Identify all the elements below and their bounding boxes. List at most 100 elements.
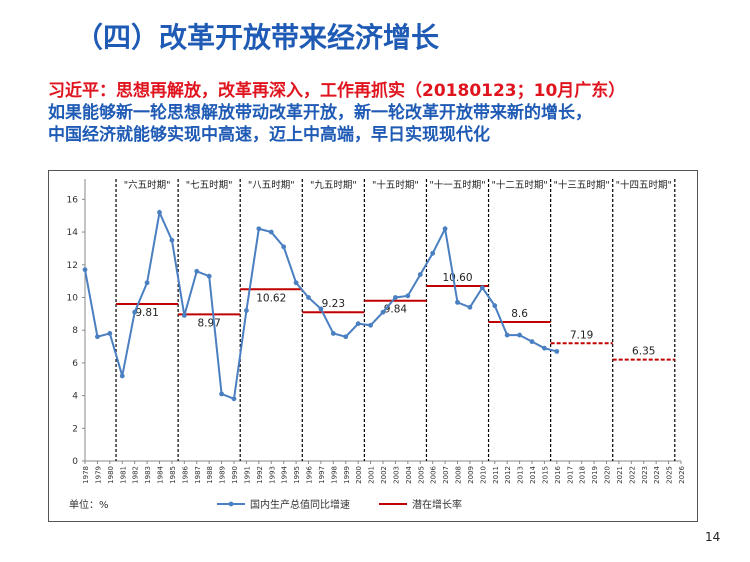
x-tick-label: 1978 (82, 466, 90, 484)
gdp-growth-point (554, 349, 560, 354)
x-tick-label: 1982 (132, 466, 140, 484)
gdp-growth-point (542, 345, 547, 351)
x-tick-label: 2019 (591, 466, 599, 484)
x-tick-label: 2013 (517, 466, 525, 484)
x-tick-label: 2024 (653, 465, 661, 483)
potential-value-label: 9.81 (135, 307, 158, 319)
legend-gdp-marker (228, 501, 234, 507)
y-tick-label: 0 (72, 457, 78, 467)
gdp-growth-point (529, 339, 535, 345)
x-tick-label: 2000 (355, 466, 363, 484)
gdp-growth-point (504, 332, 510, 338)
slide-title: （四）改革开放带来经济增长 (75, 21, 440, 54)
x-tick-label: 2022 (628, 466, 636, 484)
gdp-growth-point (306, 295, 311, 300)
gdp-growth-point (393, 295, 398, 300)
gdp-growth-point (405, 293, 411, 299)
x-tick-label: 2014 (529, 465, 537, 483)
x-tick-label: 1981 (119, 466, 127, 484)
x-tick-label: 2011 (492, 466, 500, 484)
gdp-growth-point (455, 299, 460, 305)
x-tick-label: 2008 (455, 466, 463, 484)
quote-line: 习近平：思想再解放，改革再深入，工作再抓实（20180123；10月广东） (48, 81, 626, 101)
gdp-growth-point (107, 331, 113, 336)
gdp-growth-point (368, 322, 373, 328)
period-label: "八五时期" (248, 179, 295, 191)
x-tick-label: 2006 (430, 465, 438, 483)
x-tick-label: 2016 (554, 465, 562, 483)
gdp-growth-point (517, 332, 522, 338)
gdp-growth-point (479, 285, 485, 291)
x-tick-label: 1987 (194, 466, 202, 484)
x-tick-label: 1998 (330, 466, 338, 484)
x-tick-label: 2012 (504, 466, 512, 484)
gdp-growth-point (467, 304, 473, 310)
x-tick-label: 1997 (318, 466, 326, 484)
x-tick-label: 2017 (566, 466, 574, 484)
gdp-growth-point (194, 268, 200, 274)
gdp-growth-point (169, 237, 175, 243)
gdp-growth-point (417, 272, 423, 277)
x-tick-label: 2026 (678, 465, 686, 483)
gdp-growth-point (144, 280, 150, 286)
gdp-growth-point (355, 321, 361, 327)
gdp-growth-point (219, 391, 224, 397)
x-tick-label: 1988 (206, 466, 214, 484)
potential-value-label: 10.62 (256, 292, 286, 304)
chart-frame: 0 2 4 6 8 10 12 14 16 1978 1979 1980 1981 1982 1983 198… (48, 170, 698, 522)
gdp-growth-point (268, 229, 274, 235)
y-tick-label: 4 (72, 392, 78, 402)
x-tick-label: 2018 (579, 466, 587, 484)
potential-value-label: 9.23 (322, 298, 345, 310)
x-tick-label: 1984 (157, 465, 165, 483)
period-label: "九五时期" (310, 179, 357, 191)
gdp-growth-point (244, 308, 249, 313)
gdp-growth-point (442, 226, 448, 232)
potential-value-label: 8.6 (511, 308, 528, 320)
x-tick-label: 1999 (343, 466, 351, 484)
x-tick-label: 2003 (392, 466, 400, 484)
x-tick-label: 2023 (641, 466, 649, 484)
potential-value-label: 7.19 (570, 329, 593, 341)
paragraph-line-2: 中国经济就能够实现中高速，迈上中高端，早日实现现代化 (48, 125, 490, 145)
x-tick-label: 1986 (181, 465, 189, 483)
gdp-growth-point (281, 244, 287, 250)
gdp-growth-point (82, 267, 88, 273)
legend-gdp-label: 国内生产总值同比增速 (250, 498, 350, 511)
gdp-growth-point (430, 250, 436, 256)
x-tick-label: 2005 (417, 466, 425, 484)
y-tick-label: 16 (67, 195, 79, 205)
x-tick-label: 1995 (293, 466, 301, 484)
y-tick-label: 6 (72, 359, 78, 369)
x-tick-label: 1980 (107, 466, 115, 484)
period-label: "七五时期" (186, 179, 233, 191)
x-tick-label: 1993 (268, 466, 276, 484)
x-tick-label: 1994 (281, 465, 289, 483)
x-tick-label: 1991 (243, 466, 251, 484)
x-tick-label: 2020 (604, 466, 612, 484)
gdp-growth-point (256, 226, 262, 232)
gdp-growth-point (181, 313, 187, 318)
period-label: "六五时期" (124, 179, 171, 191)
x-tick-label: 2001 (368, 466, 376, 484)
period-label: "十四五时期" (616, 179, 672, 191)
x-tick-label: 2007 (442, 466, 450, 484)
x-tick-label: 2015 (541, 466, 549, 484)
y-tick-label: 14 (67, 228, 79, 238)
period-label: "十二五时期" (491, 179, 547, 191)
period-label: "十五时期" (372, 179, 419, 191)
x-tick-label: 2004 (405, 465, 413, 483)
x-tick-label: 1979 (94, 466, 102, 484)
gdp-growth-point (206, 273, 212, 279)
x-tick-label: 1992 (256, 466, 264, 484)
growth-chart: 0 2 4 6 8 10 12 14 16 1978 1979 1980 1981 1982 1983 198… (67, 179, 686, 511)
gdp-growth-point (380, 309, 386, 315)
x-tick-label: 1989 (219, 466, 227, 484)
y-tick-label: 8 (72, 326, 78, 336)
period-label: "十一五时期" (429, 179, 485, 191)
gdp-growth-point (95, 334, 100, 340)
paragraph-line-1: 如果能够新一轮思想解放带动改革开放，新一轮改革开放带来新的增长， (48, 103, 592, 123)
x-tick-label: 2021 (616, 466, 624, 484)
x-tick-label: 2009 (467, 466, 475, 484)
unit-label: 单位：% (69, 498, 109, 511)
